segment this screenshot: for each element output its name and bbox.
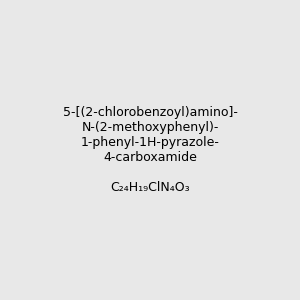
Text: 5-[(2-chlorobenzoyl)amino]-
N-(2-methoxyphenyl)-
1-phenyl-1H-pyrazole-
4-carboxa: 5-[(2-chlorobenzoyl)amino]- N-(2-methoxy…: [63, 106, 237, 194]
